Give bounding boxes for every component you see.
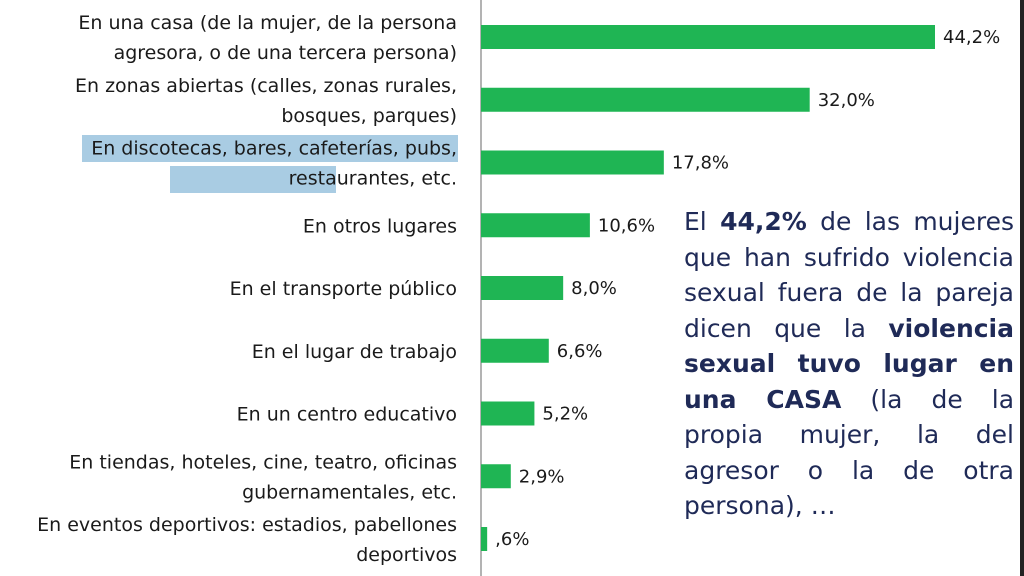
value-label-0: 44,2% [943,27,1000,48]
category-label-4: En el transporte público [230,278,457,300]
annotation-text: El 44,2% de las mujeres que han sufrido … [684,204,1014,524]
bar-7 [481,464,511,489]
bar-2 [481,150,664,175]
bar-5 [481,338,549,363]
category-label-0: En una casa (de la mujer, de la persona [78,12,457,34]
category-label-1: bosques, parques) [281,105,457,127]
window-edge [1020,0,1024,576]
category-label-7: gubernamentales, etc. [242,481,457,503]
value-label-3: 10,6% [598,215,655,236]
note-highlight-percentage: 44,2% [720,207,807,236]
category-label-6: En un centro educativo [237,404,457,426]
note-highlight-location: violencia sexual tuvo lugar en una CASA [684,313,1014,414]
category-label-2: En discotecas, bares, cafeterías, pubs, [91,138,457,160]
note-text: El [684,207,721,236]
value-label-7: 2,9% [519,466,565,487]
category-label-2: restaurantes, etc. [289,168,457,190]
selection-highlight [170,166,336,193]
value-label-1: 32,0% [818,90,875,111]
bar-6 [481,401,535,426]
category-label-0: agresora, o de una tercera persona) [114,42,457,64]
bar-1 [481,87,810,112]
category-label-1: En zonas abiertas (calles, zonas rurales… [75,75,457,97]
bar-0 [481,25,935,49]
value-label-6: 5,2% [542,404,588,425]
value-label-8: ,6% [495,529,529,550]
bar-4 [481,276,564,300]
value-label-5: 6,6% [557,341,603,362]
bar-3 [481,213,590,238]
value-label-4: 8,0% [571,278,617,299]
value-label-2: 17,8% [672,153,729,174]
category-label-5: En el lugar de trabajo [252,341,457,363]
category-label-3: En otros lugares [303,215,457,237]
category-label-7: En tiendas, hoteles, cine, teatro, ofici… [69,451,457,473]
category-label-8: En eventos deportivos: estadios, pabello… [37,514,457,536]
selection-highlight [82,135,458,162]
category-label-8: deportivos [356,544,457,566]
note-text: (la de la propia mujer, la del agresor o… [684,384,1015,521]
bar-8 [481,527,488,551]
note-text: de las mujeres que han sufrido violencia… [684,207,1014,343]
